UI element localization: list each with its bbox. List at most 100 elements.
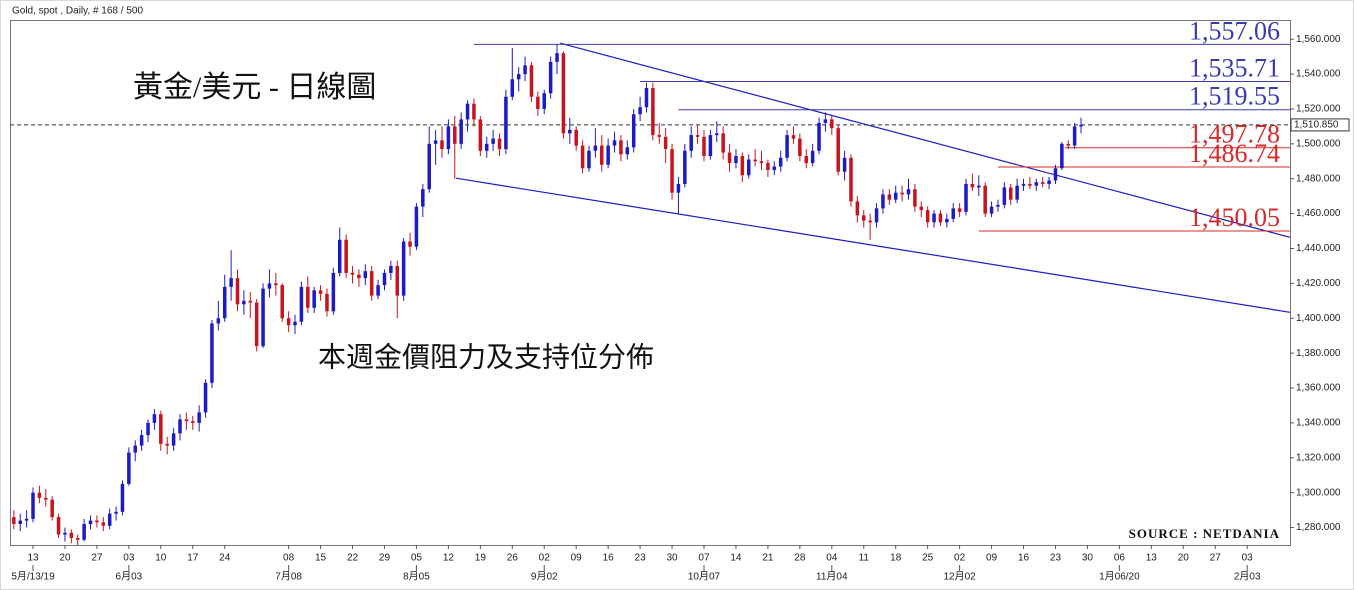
level-label: 1,486.74 — [1189, 139, 1280, 168]
x-tick-label: 30 — [666, 553, 678, 564]
candle-body — [504, 96, 508, 150]
candle-body — [925, 210, 930, 223]
candle-body — [44, 497, 48, 500]
y-tick-label: 1,340.000 — [1296, 418, 1341, 429]
candle-body — [580, 145, 585, 169]
x-tick-label: 09 — [571, 553, 583, 564]
candle-body — [306, 286, 310, 308]
x-tick-label: 18 — [890, 553, 902, 564]
candle-body — [1015, 185, 1019, 200]
y-tick-label: 1,480.000 — [1296, 173, 1341, 184]
candle-body — [56, 517, 61, 535]
x-tick-label: 28 — [794, 553, 806, 564]
x-tick-label: 20 — [1178, 553, 1190, 564]
candle-body — [791, 135, 796, 139]
x-tick-label: 07 — [698, 553, 710, 564]
y-tick-label: 1,440.000 — [1296, 243, 1341, 254]
candle-body — [657, 135, 662, 137]
candle-body — [376, 285, 380, 296]
candle-body — [24, 518, 29, 521]
x-major-label: 1月06/20 — [1099, 571, 1140, 583]
candle-body — [683, 150, 687, 184]
candle-body — [727, 152, 732, 164]
level-label: 1,519.55 — [1189, 82, 1280, 111]
candle-body — [446, 126, 451, 150]
y-tick-label: 1,380.000 — [1296, 348, 1341, 359]
x-tick-label: 08 — [283, 553, 295, 564]
candle-body — [254, 302, 259, 347]
level-label: 1,535.71 — [1189, 54, 1280, 83]
candle-body — [817, 122, 821, 151]
candle-body — [913, 189, 917, 207]
y-tick-label: 1,280.000 — [1296, 522, 1341, 533]
candle-body — [1060, 143, 1064, 169]
candle-body — [900, 192, 904, 195]
candle-body — [536, 96, 540, 109]
x-tick-label: 09 — [986, 553, 998, 564]
candle-body — [401, 241, 406, 296]
candle-body — [318, 290, 323, 294]
candle-body — [325, 293, 329, 312]
candle-body — [599, 145, 604, 165]
candle-body — [1002, 187, 1007, 205]
candle-body — [357, 274, 361, 279]
x-tick-label: 26 — [507, 553, 519, 564]
candle-body — [638, 107, 642, 115]
candle-body — [561, 53, 566, 134]
candle-body — [267, 283, 272, 289]
candle-body — [1040, 182, 1045, 184]
x-tick-label: 23 — [635, 553, 647, 564]
candle-body — [101, 522, 106, 526]
candle-body — [785, 135, 789, 158]
x-tick-label: 27 — [91, 553, 103, 564]
candle-body — [574, 129, 578, 146]
candle-body — [433, 140, 438, 144]
candle-body — [587, 150, 591, 169]
candle-body — [274, 283, 278, 286]
trendline — [455, 177, 1291, 313]
candle-body — [862, 215, 866, 221]
x-tick-label: 16 — [603, 553, 615, 564]
candle-body — [868, 220, 872, 223]
x-major-label: 5月/13/19 — [11, 571, 55, 583]
candle-body — [88, 520, 93, 525]
x-tick-label: 13 — [27, 553, 39, 564]
x-tick-label: 11 — [859, 553, 870, 564]
candle-body — [478, 119, 483, 151]
last-price-label: 1,510.850 — [1294, 120, 1339, 131]
candle-body — [996, 204, 1000, 207]
candle-body — [350, 272, 355, 275]
candle-body — [555, 53, 559, 62]
candle-body — [248, 300, 253, 303]
x-tick-label: 17 — [187, 553, 199, 564]
candle-body — [414, 206, 419, 247]
y-tick-label: 1,320.000 — [1296, 452, 1341, 463]
candle-body — [82, 524, 86, 540]
x-major-label: 12月02 — [943, 571, 976, 583]
x-tick-label: 24 — [219, 553, 231, 564]
candle-body — [1066, 143, 1071, 146]
candle-body — [702, 136, 706, 157]
candle-body — [459, 119, 463, 144]
candle-body — [312, 290, 316, 308]
candle-body — [408, 241, 412, 247]
x-tick-label: 20 — [59, 553, 71, 564]
y-tick-label: 1,400.000 — [1296, 313, 1341, 324]
x-tick-label: 02 — [954, 553, 966, 564]
x-tick-label: 02 — [539, 553, 551, 564]
candle-body — [152, 414, 157, 423]
candle-body — [855, 201, 860, 216]
candle-body — [440, 140, 444, 150]
candle-body — [849, 157, 853, 202]
candle-body — [830, 119, 834, 129]
candle-body — [453, 126, 457, 144]
candle-body — [721, 133, 725, 153]
candle-body — [280, 285, 284, 319]
candle-body — [139, 435, 144, 446]
y-tick-label: 1,420.000 — [1296, 278, 1341, 289]
candle-body — [261, 288, 265, 347]
candle-body — [919, 206, 924, 211]
candle-body — [881, 194, 885, 209]
candle-body — [1034, 182, 1039, 186]
